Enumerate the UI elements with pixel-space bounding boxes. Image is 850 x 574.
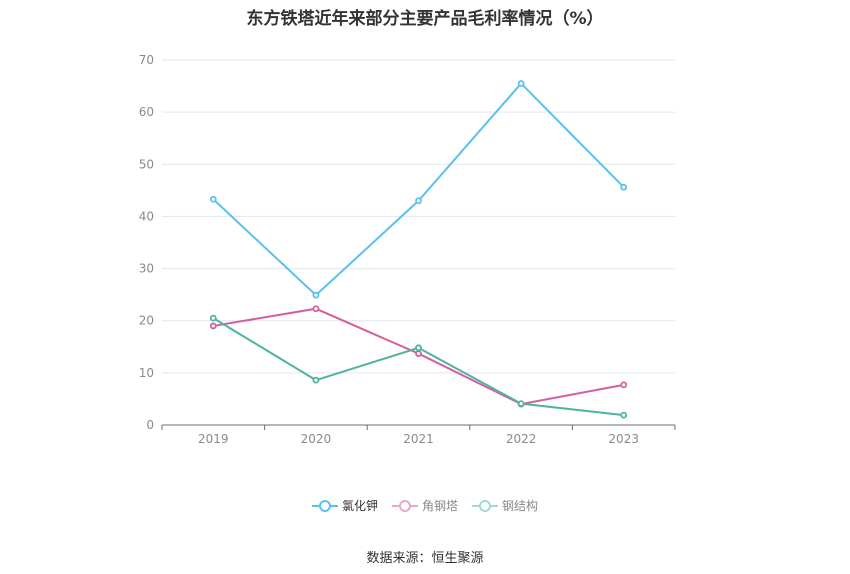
data-point[interactable] — [312, 305, 320, 313]
data-point[interactable] — [620, 183, 628, 191]
data-point[interactable] — [209, 322, 217, 330]
x-tick-label: 2023 — [608, 432, 639, 446]
series-0 — [209, 80, 628, 299]
legend-label: 钢结构 — [502, 499, 539, 513]
chart-title: 东方铁塔近年来部分主要产品毛利率情况（%） — [246, 9, 604, 29]
y-tick-label: 10 — [139, 366, 154, 380]
legend-item-series-0[interactable]: 氯化钾 — [311, 497, 378, 514]
series-line — [212, 81, 625, 297]
legend: 氯化钾 角钢塔 钢结构 — [0, 497, 850, 514]
series-1 — [209, 305, 628, 408]
data-point[interactable] — [312, 291, 320, 299]
data-point[interactable] — [209, 195, 217, 203]
x-tick-label: 2020 — [301, 432, 332, 446]
series-line — [212, 317, 624, 417]
data-point[interactable] — [415, 197, 422, 205]
data-point[interactable] — [209, 314, 217, 322]
y-tick-label: 0 — [146, 418, 154, 432]
legend-label: 角钢塔 — [421, 499, 458, 513]
y-tick-label: 20 — [139, 314, 154, 328]
x-tick-label: 2021 — [403, 432, 434, 446]
y-tick-label: 30 — [139, 262, 154, 276]
data-point[interactable] — [415, 344, 422, 352]
data-point[interactable] — [517, 80, 525, 87]
legend-marker-icon — [472, 499, 498, 512]
source-note: 数据来源：恒生聚源 — [366, 551, 484, 566]
y-tick-label: 50 — [139, 157, 154, 171]
y-tick-label: 40 — [139, 209, 154, 223]
legend-marker-icon — [311, 499, 338, 512]
series-layer — [209, 80, 628, 419]
x-tick-label: 2022 — [506, 432, 537, 446]
data-point[interactable] — [517, 400, 525, 408]
legend-label: 氯化钾 — [341, 499, 378, 513]
grid-lines — [162, 59, 675, 374]
y-tick-label: 70 — [139, 53, 154, 67]
data-point[interactable] — [312, 376, 320, 384]
data-point[interactable] — [620, 381, 628, 389]
data-point[interactable] — [415, 350, 422, 357]
data-point[interactable] — [620, 411, 628, 419]
legend-item-series-1[interactable]: 角钢塔 — [391, 497, 458, 514]
series-2 — [209, 314, 628, 419]
x-tick-label: 2019 — [198, 432, 229, 446]
legend-item-series-2[interactable]: 钢结构 — [472, 497, 538, 514]
y-tick-label: 60 — [139, 105, 154, 119]
legend-marker-icon — [391, 499, 418, 512]
axes: 0 10 20 30 40 50 60 70 2019 2020 2021 2022 2023 — [139, 53, 676, 446]
